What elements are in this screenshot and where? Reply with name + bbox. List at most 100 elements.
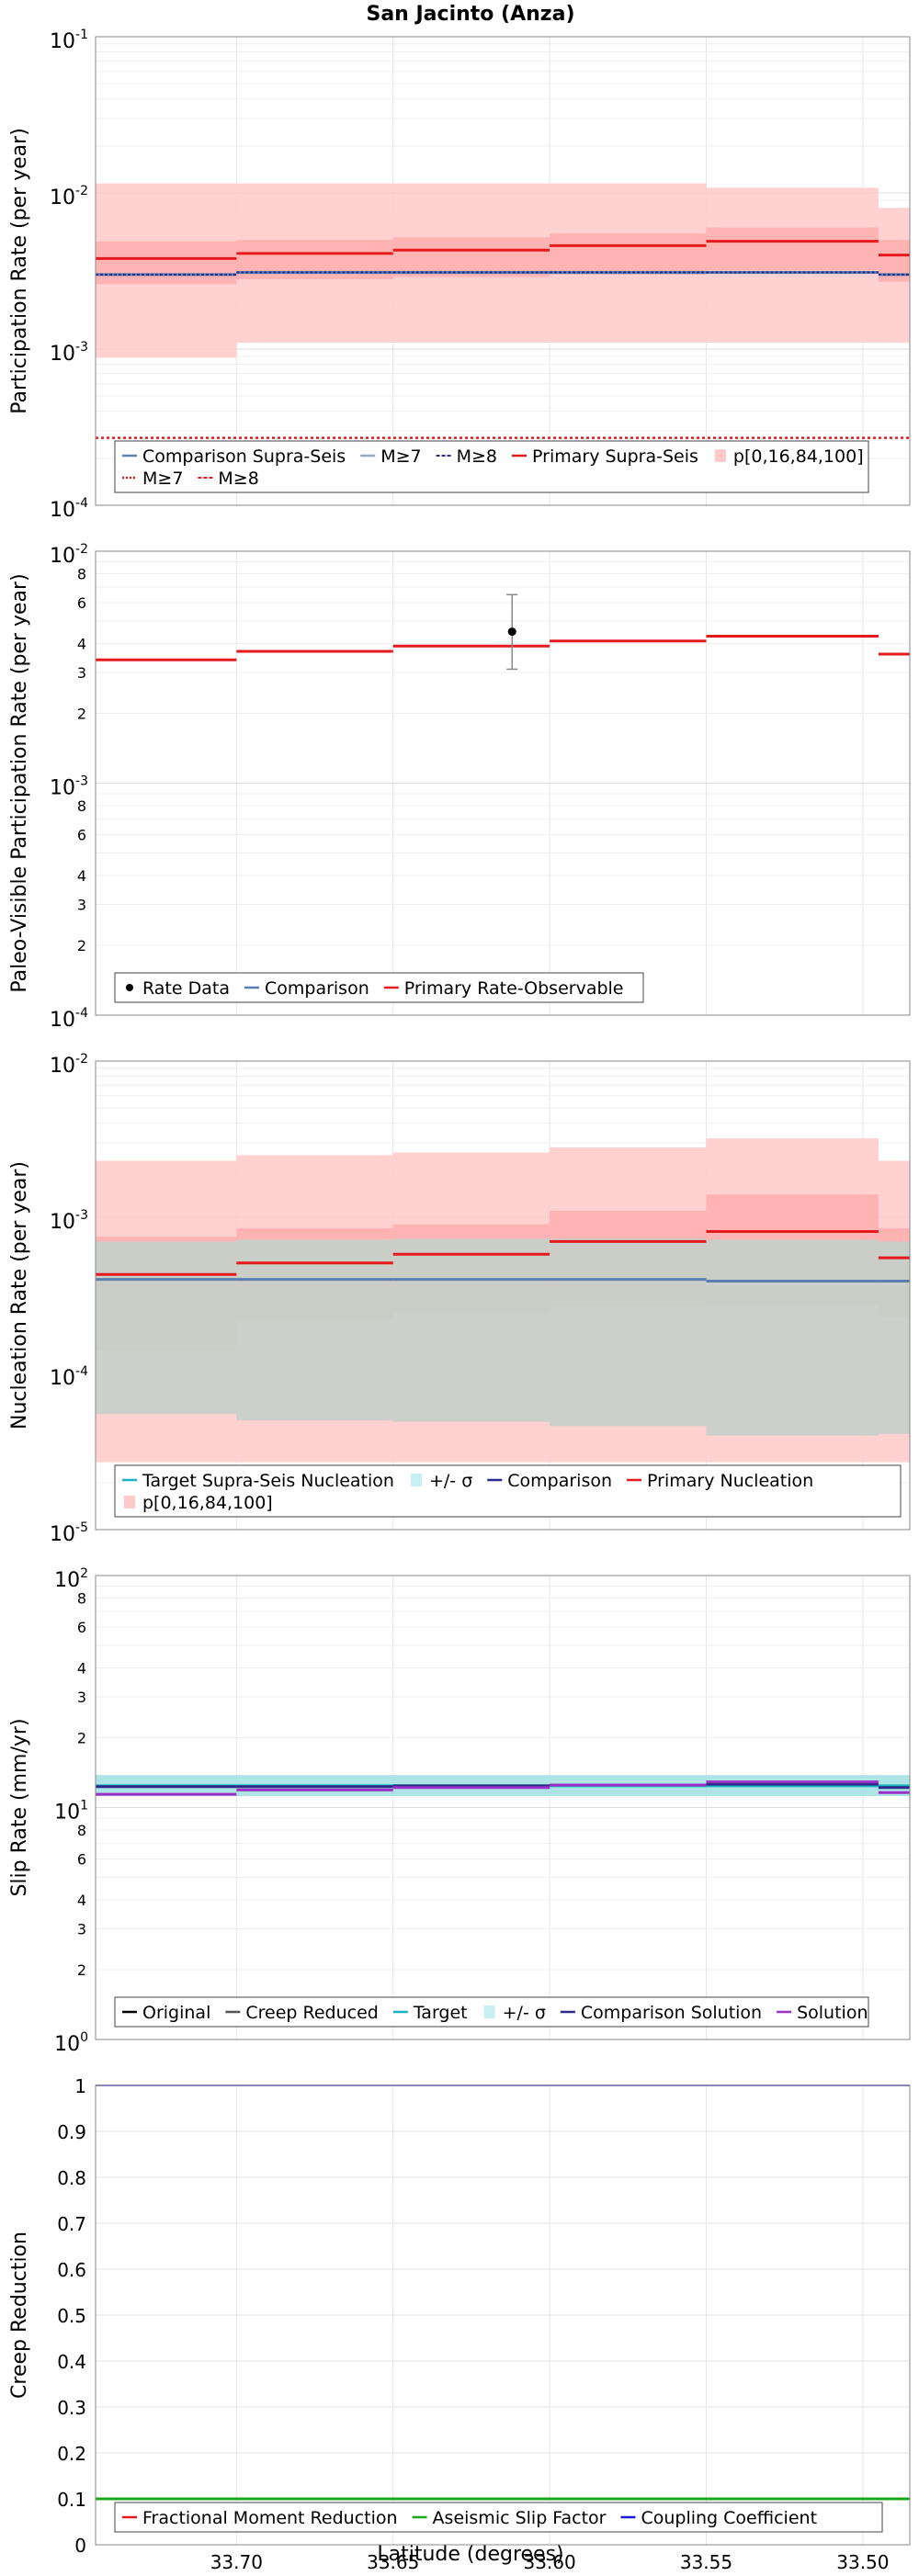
band-segment [706,227,879,271]
legend-item: Coupling Coefficient [620,2508,817,2528]
y-minor-tick-label: 8 [77,1589,86,1607]
y-tick-label: 101 [54,1799,88,1825]
legend-box [114,440,869,493]
legend: Target Supra-Seis Nucleation +/- σ Compari… [114,1464,902,1518]
legend-label: M≥7 [142,469,183,489]
panel-nucleation: 10-5 10-4 10-3 10-2 Nucleation Rate (per yea… [8,1052,911,1546]
y-minor-tick-label: 2 [77,937,86,955]
legend-item: Comparison [244,978,369,999]
y-tick-label: 10-3 [50,1208,88,1234]
y-tick-label: 0.8 [57,2167,86,2189]
legend-item: +/- σ [410,1471,472,1491]
legend-item: Primary Rate-Observable [383,978,624,999]
panel-creep: 0 0.1 0.2 0.3 0.4 0.5 0.6 0.7 0.8 0.9 1 Creep Reduc… [8,2075,911,2557]
x-tick-label: 33.70 [210,2551,263,2572]
legend-item: M≥8 [436,446,497,467]
series-target-supra-seis-nucleation [96,1278,910,1283]
legend-label: +/- σ [429,1471,472,1491]
y-tick-label: 10-2 [50,1052,88,1078]
band-segment [392,237,550,277]
legend-item: Creep Reduced [225,2003,379,2023]
legend-box [114,1464,902,1518]
legend-label: Creep Reduced [245,2003,378,2023]
y-minor-tick-label: 6 [77,827,86,844]
y-tick-label: 1 [74,2075,86,2097]
y-tick-label: 10-2 [50,542,88,568]
y-tick-label: 0.7 [57,2213,86,2235]
legend-label: M≥7 [380,446,421,467]
y-tick-label: 0.6 [57,2259,86,2281]
y-tick-label: 0.1 [57,2489,86,2511]
series-primary-rate-observable [96,635,910,661]
y-axis-label: Participation Rate (per year) [8,128,31,414]
y-tick-labels: 10-5 10-4 10-3 10-2 [50,1052,88,1546]
band-segment [96,241,237,285]
y-minor-tick-label: 2 [77,1729,86,1746]
y-tick-label: 0.5 [57,2305,86,2327]
y-tick-label: 0.3 [57,2397,86,2419]
y-axis-label: Paleo-Visible Participation Rate (per ye… [8,573,31,992]
band-segment [550,1238,707,1427]
y-axis-label: Creep Reduction [8,2231,31,2399]
y-minor-tick-label: 4 [77,635,86,652]
y-minor-tick-label: 2 [77,1961,86,1979]
plot-frame [95,2085,911,2546]
y-tick-label: 10-2 [50,184,88,209]
legend-item: Comparison Solution [560,2003,762,2023]
legend-label: M≥8 [218,469,258,489]
plot-frame [95,1575,911,2040]
legend-swatch [410,1474,422,1486]
legend-swatch [714,449,726,462]
y-minor-tick-label: 8 [77,797,86,815]
y-tick-label: 100 [54,2030,88,2056]
legend: Rate Data Comparison Primary Rate-Observab… [114,972,644,1003]
y-tick-labels: 10-4 10-3 10-2 2 3 4 6 8 2 3 4 6 8 [50,542,88,1032]
series-primary-supra-seis [96,240,910,260]
y-minor-tick-label: 3 [77,664,86,682]
legend-label: Aseismic Slip Factor [433,2508,607,2528]
y-axis-label: Nucleation Rate (per year) [8,1161,31,1429]
legend: Original Creep Reduced Target +/- σ Comparis… [114,1996,869,2028]
legend-item: Primary Supra-Seis [512,446,698,467]
y-minor-tick-label: 4 [77,867,86,885]
legend-label: Fractional Moment Reduction [142,2508,398,2528]
y-tick-label: 0.2 [57,2443,86,2465]
y-tick-label: 10-4 [50,1364,88,1390]
legend-box [114,2502,883,2533]
legend-item: M≥7 [122,469,183,489]
legend-item: Aseismic Slip Factor [412,2508,607,2528]
y-tick-label: 10-3 [50,774,88,800]
y-tick-labels: 100 101 102 2 3 4 6 8 2 3 4 6 8 [54,1566,88,2056]
data-point [507,627,516,637]
y-minor-tick-label: 3 [77,1921,86,1938]
legend-item: p[0,16,84,100] [714,446,864,467]
y-minor-tick-label: 4 [77,1659,86,1677]
legend-label: p[0,16,84,100] [733,446,864,467]
legend-item: Comparison [487,1471,612,1491]
band-segment [706,1239,879,1436]
series-m-7 [96,271,910,276]
x-axis-label: Latitude (degrees) [377,2543,563,2566]
legend-label: Target Supra-Seis Nucleation [142,1471,394,1491]
rate-data-point [506,593,518,671]
legend-item: Comparison Supra-Seis [122,446,346,467]
series-solution [96,1780,910,1796]
y-minor-tick-label: 6 [77,1851,86,1869]
legend-label: Solution [797,2003,868,2023]
legend-label: Primary Supra-Seis [532,446,698,467]
band-segment [878,1241,910,1434]
legend-item: Primary Nucleation [627,1471,813,1491]
y-tick-label: 102 [54,1566,88,1592]
y-tick-label: 10-3 [50,340,88,366]
panel-slip: 100 101 102 2 3 4 6 8 2 3 4 6 8 Slip Rate (mm/yr) Orig… [8,1566,911,2056]
y-tick-label: 10-5 [50,1520,88,1546]
plot-frame [95,550,911,1016]
y-tick-label: 0 [74,2535,86,2557]
x-tick-label: 33.60 [523,2551,575,2572]
panel-paleo: 10-4 10-3 10-2 2 3 4 6 8 2 3 4 6 8 Paleo-Visible Part… [8,542,911,1032]
x-tick-labels: 33.70 33.65 33.60 33.55 33.50 [210,2551,890,2573]
legend-item: Rate Data [126,978,230,999]
legend-label: M≥8 [457,446,497,467]
legend-swatch [126,984,133,991]
legend-item: +/- σ [483,2003,546,2023]
